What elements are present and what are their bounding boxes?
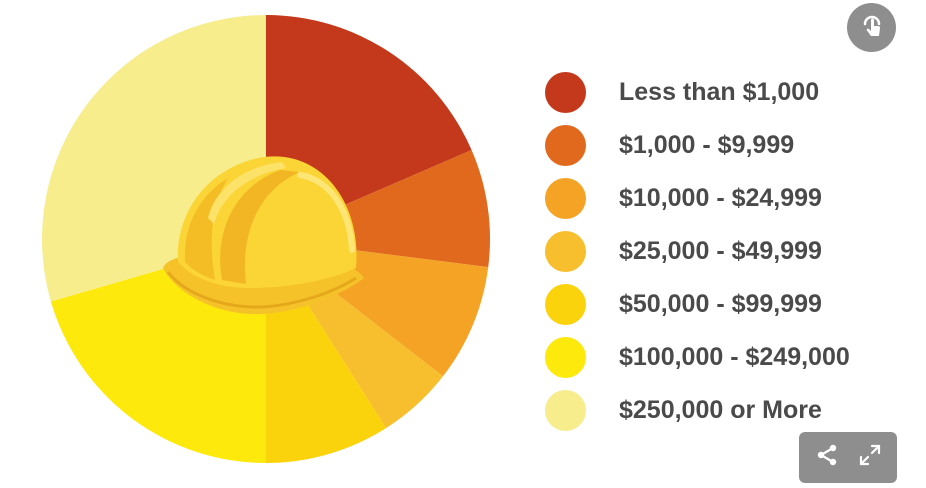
legend-label: $100,000 - $249,000 xyxy=(619,343,850,371)
expand-button[interactable] xyxy=(854,442,886,474)
pointer-tap-button[interactable] xyxy=(847,3,896,52)
share-icon xyxy=(815,443,839,472)
legend-item: $10,000 - $24,999 xyxy=(545,172,850,225)
legend-item: $100,000 - $249,000 xyxy=(545,331,850,384)
legend-swatch xyxy=(545,337,586,378)
legend-item: $50,000 - $99,999 xyxy=(545,278,850,331)
legend-label: Less than $1,000 xyxy=(619,78,820,106)
share-button[interactable] xyxy=(811,442,843,474)
chart-legend: Less than $1,000 $1,000 - $9,999 $10,000 -… xyxy=(545,66,850,437)
legend-swatch xyxy=(545,231,586,272)
hard-hat-icon xyxy=(163,156,364,315)
legend-item: $1,000 - $9,999 xyxy=(545,119,850,172)
expand-icon xyxy=(858,443,882,472)
chart-toolbar xyxy=(799,432,897,483)
legend-swatch xyxy=(545,390,586,431)
legend-label: $1,000 - $9,999 xyxy=(619,131,795,159)
legend-swatch xyxy=(545,125,586,166)
legend-swatch xyxy=(545,72,586,113)
legend-item: $25,000 - $49,999 xyxy=(545,225,850,278)
legend-item: Less than $1,000 xyxy=(545,66,850,119)
legend-label: $250,000 or More xyxy=(619,396,822,424)
legend-label: $10,000 - $24,999 xyxy=(619,184,822,212)
legend-swatch xyxy=(545,178,586,219)
legend-swatch xyxy=(545,284,586,325)
legend-label: $25,000 - $49,999 xyxy=(619,237,822,265)
pointer-tap-icon xyxy=(858,11,886,44)
legend-item: $250,000 or More xyxy=(545,384,850,437)
legend-label: $50,000 - $99,999 xyxy=(619,290,822,318)
